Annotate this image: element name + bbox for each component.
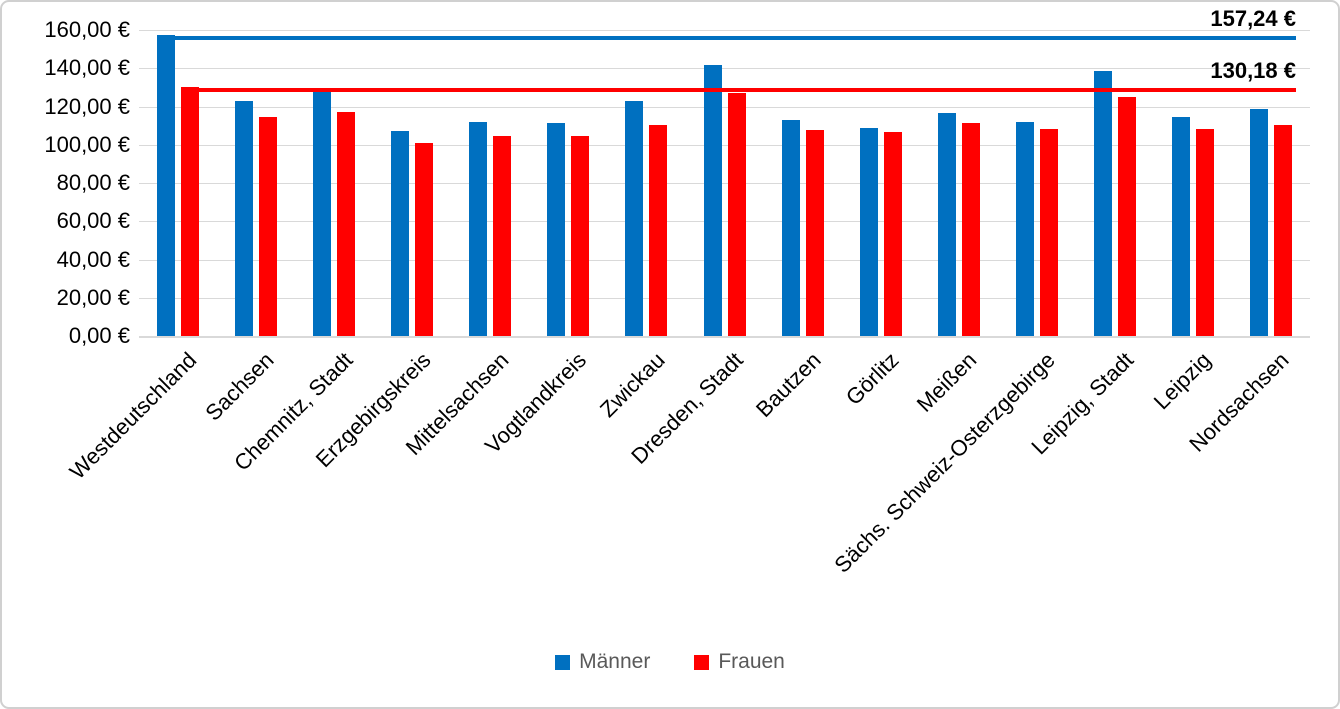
legend: Männer Frauen — [2, 650, 1338, 674]
bar-frauen — [1040, 129, 1058, 336]
bar-maenner — [625, 101, 643, 336]
bar-maenner — [704, 65, 722, 336]
bar-maenner — [313, 91, 331, 336]
bar-frauen — [728, 93, 746, 336]
bar-maenner — [547, 123, 565, 336]
bar-maenner — [469, 122, 487, 336]
y-axis-tick-label: 120,00 € — [44, 94, 130, 119]
x-axis-category-label: Westdeutschland — [64, 347, 202, 485]
bar-maenner — [860, 128, 878, 336]
bar-maenner — [391, 131, 409, 336]
y-axis-tick-label: 60,00 € — [56, 208, 130, 233]
bar-frauen — [571, 136, 589, 336]
bar-maenner — [1250, 109, 1268, 336]
bar-maenner — [1016, 122, 1034, 336]
bar-frauen — [493, 136, 511, 336]
gridline — [139, 260, 1310, 261]
legend-label-frauen: Frauen — [718, 650, 785, 673]
reference-line-maenner — [175, 36, 1296, 40]
bar-frauen — [1118, 97, 1136, 336]
y-axis-tick-label: 140,00 € — [44, 55, 130, 80]
gridline — [139, 107, 1310, 108]
x-axis-category-label: Zwickau — [594, 347, 670, 423]
bar-maenner — [782, 120, 800, 336]
x-axis-category-label: Bautzen — [750, 347, 826, 423]
reference-line-value-label: 157,24 € — [1210, 6, 1296, 31]
reference-line-value-label: 130,18 € — [1210, 58, 1296, 83]
legend-item-frauen: Frauen — [694, 650, 785, 674]
bar-maenner — [157, 35, 175, 336]
y-axis-tick-label: 160,00 € — [44, 17, 130, 42]
gridline — [139, 336, 1310, 338]
bar-frauen — [181, 87, 199, 336]
x-axis-category-label: Meißen — [912, 347, 982, 417]
bar-maenner — [1172, 117, 1190, 336]
bar-frauen — [259, 117, 277, 336]
legend-swatch-maenner — [555, 654, 571, 670]
x-axis-category-label: Sachsen — [200, 347, 280, 426]
gridline — [139, 183, 1310, 184]
bar-frauen — [806, 130, 824, 336]
bar-frauen — [1274, 125, 1292, 336]
bar-maenner — [235, 101, 253, 336]
gridline — [139, 30, 1310, 31]
bar-maenner — [1094, 71, 1112, 336]
reference-line-frauen — [199, 88, 1296, 92]
gridline — [139, 298, 1310, 299]
legend-swatch-frauen — [694, 654, 710, 670]
bar-frauen — [962, 123, 980, 336]
x-axis-category-label: Görlitz — [840, 347, 904, 410]
bar-frauen — [884, 132, 902, 336]
bar-frauen — [415, 143, 433, 336]
y-axis-tick-label: 0,00 € — [68, 323, 130, 348]
y-axis-tick-label: 40,00 € — [56, 247, 130, 272]
legend-label-maenner: Männer — [579, 650, 651, 673]
y-axis-tick-label: 100,00 € — [44, 132, 130, 157]
bar-frauen — [1196, 129, 1214, 336]
bar-frauen — [649, 125, 667, 336]
bar-maenner — [938, 113, 956, 336]
x-axis-category-label: Leipzig — [1148, 347, 1216, 415]
y-axis-tick-label: 80,00 € — [56, 170, 130, 195]
legend-item-maenner: Männer — [555, 650, 650, 674]
gridline — [139, 145, 1310, 146]
bar-frauen — [337, 112, 355, 336]
y-axis-tick-label: 20,00 € — [56, 285, 130, 310]
gridline — [139, 221, 1310, 222]
gridline — [139, 68, 1310, 69]
